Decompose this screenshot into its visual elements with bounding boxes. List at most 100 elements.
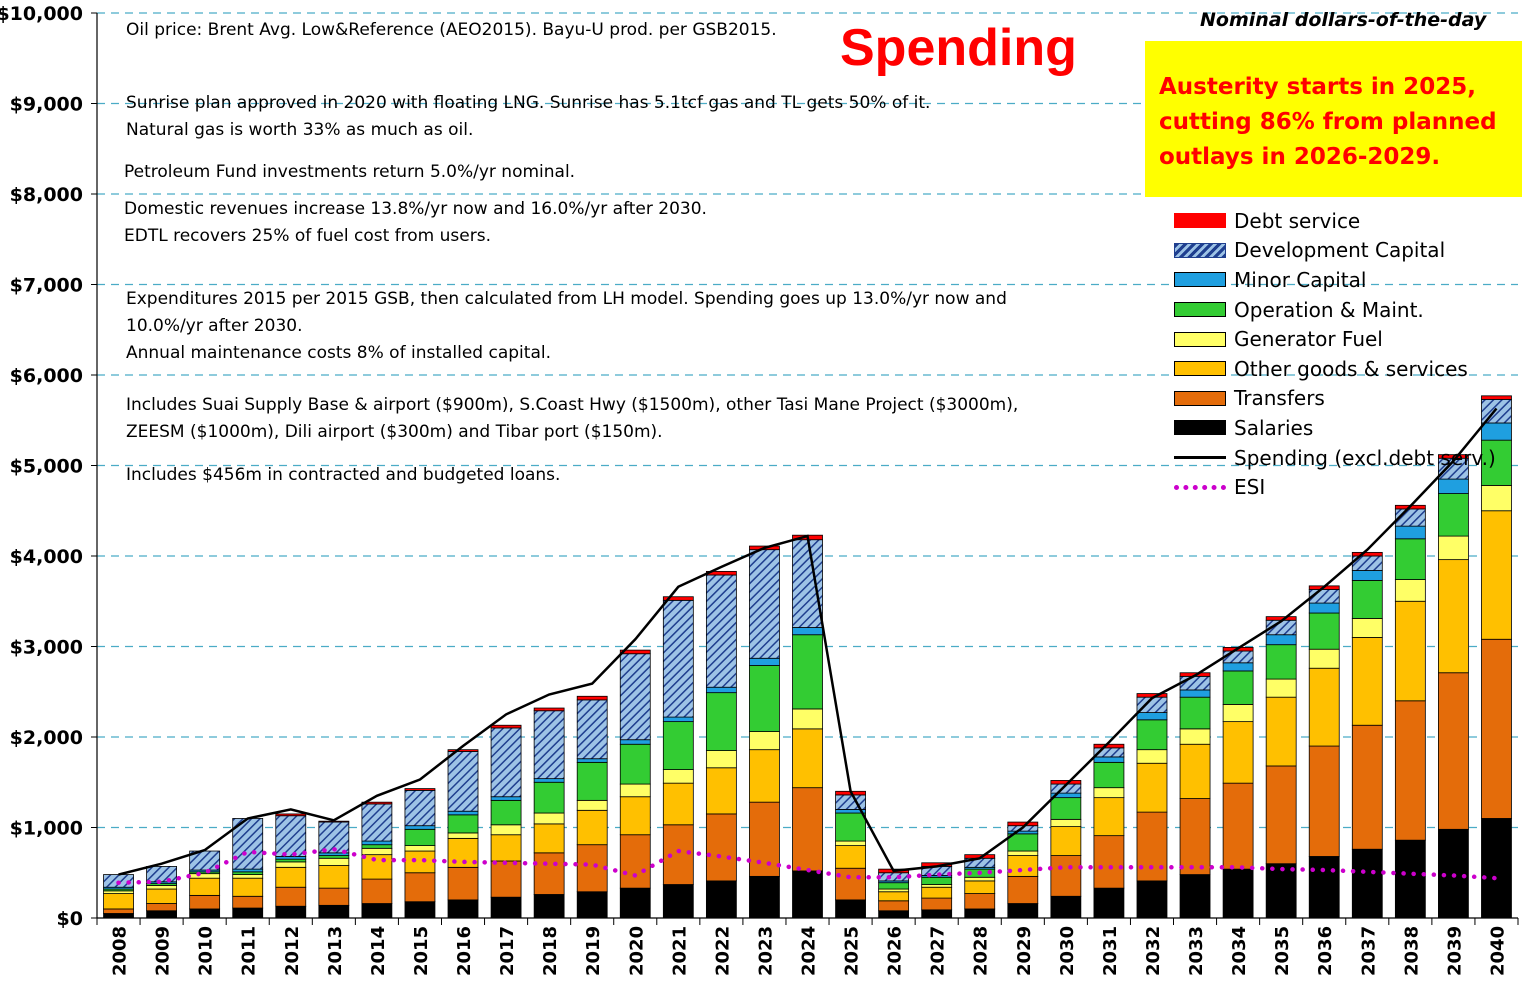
bar-transfers	[1222, 782, 1254, 870]
bar-transfers	[533, 852, 565, 895]
bar-other-goods	[921, 886, 953, 899]
note-petroleum-fund: Petroleum Fund investments return 5.0%/y…	[124, 162, 576, 182]
bar-generator-fuel	[1179, 728, 1211, 745]
bar-transfers	[619, 834, 651, 889]
bar-salaries	[835, 899, 866, 919]
bar-debt-service	[1351, 551, 1383, 557]
bar-development-capital	[275, 815, 307, 857]
bar-generator-fuel	[964, 876, 996, 882]
bar-salaries	[1179, 874, 1211, 919]
x-tick-label: 2031	[1100, 926, 1121, 976]
x-tick-label: 2014	[368, 926, 389, 976]
bar-minor-capital	[1179, 689, 1211, 698]
x-tick-label: 2025	[842, 926, 863, 976]
bar-minor-capital	[490, 796, 522, 801]
bar-generator-fuel	[1222, 704, 1254, 723]
bar-development-capital	[619, 653, 651, 741]
bar-debt-service	[447, 749, 479, 752]
bar-other-goods	[792, 728, 823, 789]
bar-operation-maint	[921, 876, 953, 885]
legend-swatch	[1174, 390, 1226, 406]
bar-operation-maint	[835, 812, 866, 842]
bar-salaries	[619, 887, 651, 919]
bar-other-goods	[189, 877, 221, 896]
x-tick-label: 2017	[497, 926, 518, 976]
legend-item-operation-maint: Operation & Maint.	[1174, 295, 1496, 325]
bar-other-goods	[490, 834, 522, 862]
bar-transfers	[921, 897, 953, 911]
callout-line: outlays in 2026-2029.	[1159, 144, 1441, 170]
bar-generator-fuel	[275, 861, 307, 868]
x-tick-label: 2009	[153, 926, 174, 976]
bar-salaries	[404, 901, 436, 919]
x-tick-label: 2013	[325, 926, 346, 976]
bar-other-goods	[1351, 637, 1383, 726]
bar-salaries	[749, 875, 780, 919]
legend-label: Spending (excl.debt serv.)	[1234, 445, 1496, 470]
bar-transfers	[749, 801, 780, 877]
x-tick-label: 2032	[1143, 926, 1164, 976]
bar-debt-service	[619, 649, 651, 655]
bar-other-goods	[1007, 855, 1039, 877]
bar-other-goods	[1179, 743, 1211, 799]
bar-other-goods	[232, 877, 264, 897]
legend-item-minor-capital: Minor Capital	[1174, 265, 1496, 295]
bar-transfers	[662, 824, 694, 885]
x-tick-label: 2026	[885, 926, 906, 976]
bar-salaries	[232, 907, 264, 919]
bar-generator-fuel	[662, 769, 694, 784]
bar-debt-service	[1481, 395, 1512, 400]
legend-item-debt-service: Debt service	[1174, 206, 1496, 236]
y-tick-label: $10,000	[0, 3, 83, 25]
bar-development-capital	[835, 794, 866, 810]
bar-minor-capital	[232, 868, 264, 873]
note-natural-gas: Natural gas is worth 33% as much as oil.	[126, 120, 474, 140]
bar-operation-maint	[1265, 644, 1297, 680]
bar-generator-fuel	[1438, 535, 1469, 561]
bar-minor-capital	[576, 758, 608, 763]
bar-generator-fuel	[619, 783, 651, 798]
x-tick-label: 2030	[1057, 926, 1078, 976]
legend-swatch	[1174, 456, 1226, 460]
bar-other-goods	[275, 866, 307, 888]
bar-salaries	[921, 909, 953, 919]
bar-operation-maint	[792, 634, 823, 710]
bar-transfers	[1351, 724, 1383, 850]
bar-salaries	[447, 899, 479, 919]
bar-transfers	[318, 887, 350, 906]
bar-transfers	[232, 895, 264, 909]
bar-generator-fuel	[146, 885, 177, 890]
x-tick-label: 2040	[1487, 926, 1508, 976]
legend-swatch	[1174, 420, 1226, 436]
y-tick-label: $5,000	[10, 456, 83, 478]
bar-salaries	[189, 908, 221, 919]
legend-label: Operation & Maint.	[1234, 297, 1424, 322]
bar-operation-maint	[533, 781, 565, 814]
bar-other-goods	[749, 749, 780, 803]
bar-development-capital	[662, 599, 694, 718]
bar-generator-fuel	[792, 708, 823, 730]
bar-transfers	[1308, 745, 1340, 857]
legend-item-transfers: Transfers	[1174, 384, 1496, 414]
bar-transfers	[792, 787, 823, 872]
bar-operation-maint	[1394, 538, 1426, 580]
bar-debt-service	[576, 695, 608, 701]
bar-other-goods	[1308, 667, 1340, 747]
legend-swatch	[1174, 361, 1226, 377]
bar-other-goods	[404, 850, 436, 874]
bar-operation-maint	[1308, 612, 1340, 650]
bar-development-capital	[878, 872, 910, 882]
legend-label: Minor Capital	[1234, 267, 1367, 292]
bar-transfers	[835, 867, 866, 901]
x-tick-label: 2012	[282, 926, 303, 976]
legend-label: Transfers	[1234, 386, 1325, 411]
legend-label: ESI	[1234, 475, 1266, 500]
chart-legend: Debt service Development Capital Minor C…	[1174, 206, 1496, 502]
y-tick-label: $8,000	[10, 184, 83, 206]
bar-operation-maint	[1351, 580, 1383, 619]
esi-line	[116, 846, 1499, 885]
bar-operation-maint	[404, 828, 436, 846]
bar-other-goods	[146, 888, 177, 904]
bar-salaries	[318, 904, 350, 919]
